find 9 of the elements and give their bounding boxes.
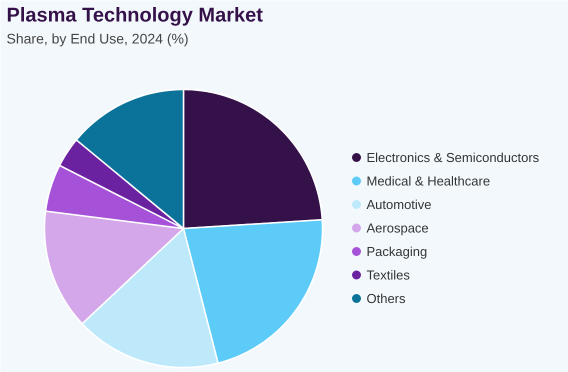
- chart-title: Plasma Technology Market: [6, 4, 264, 26]
- legend-label: Others: [366, 291, 406, 306]
- legend-label: Electronics & Semiconductors: [366, 150, 540, 165]
- legend-label: Medical & Healthcare: [366, 174, 490, 188]
- legend-label: Textiles: [366, 268, 410, 282]
- chart-subtitle: Share, by End Use, 2024 (%): [6, 30, 189, 46]
- legend-label: Packaging: [366, 244, 428, 259]
- legend-label: Automotive: [366, 197, 432, 212]
- legend-label: Aerospace: [366, 220, 429, 236]
